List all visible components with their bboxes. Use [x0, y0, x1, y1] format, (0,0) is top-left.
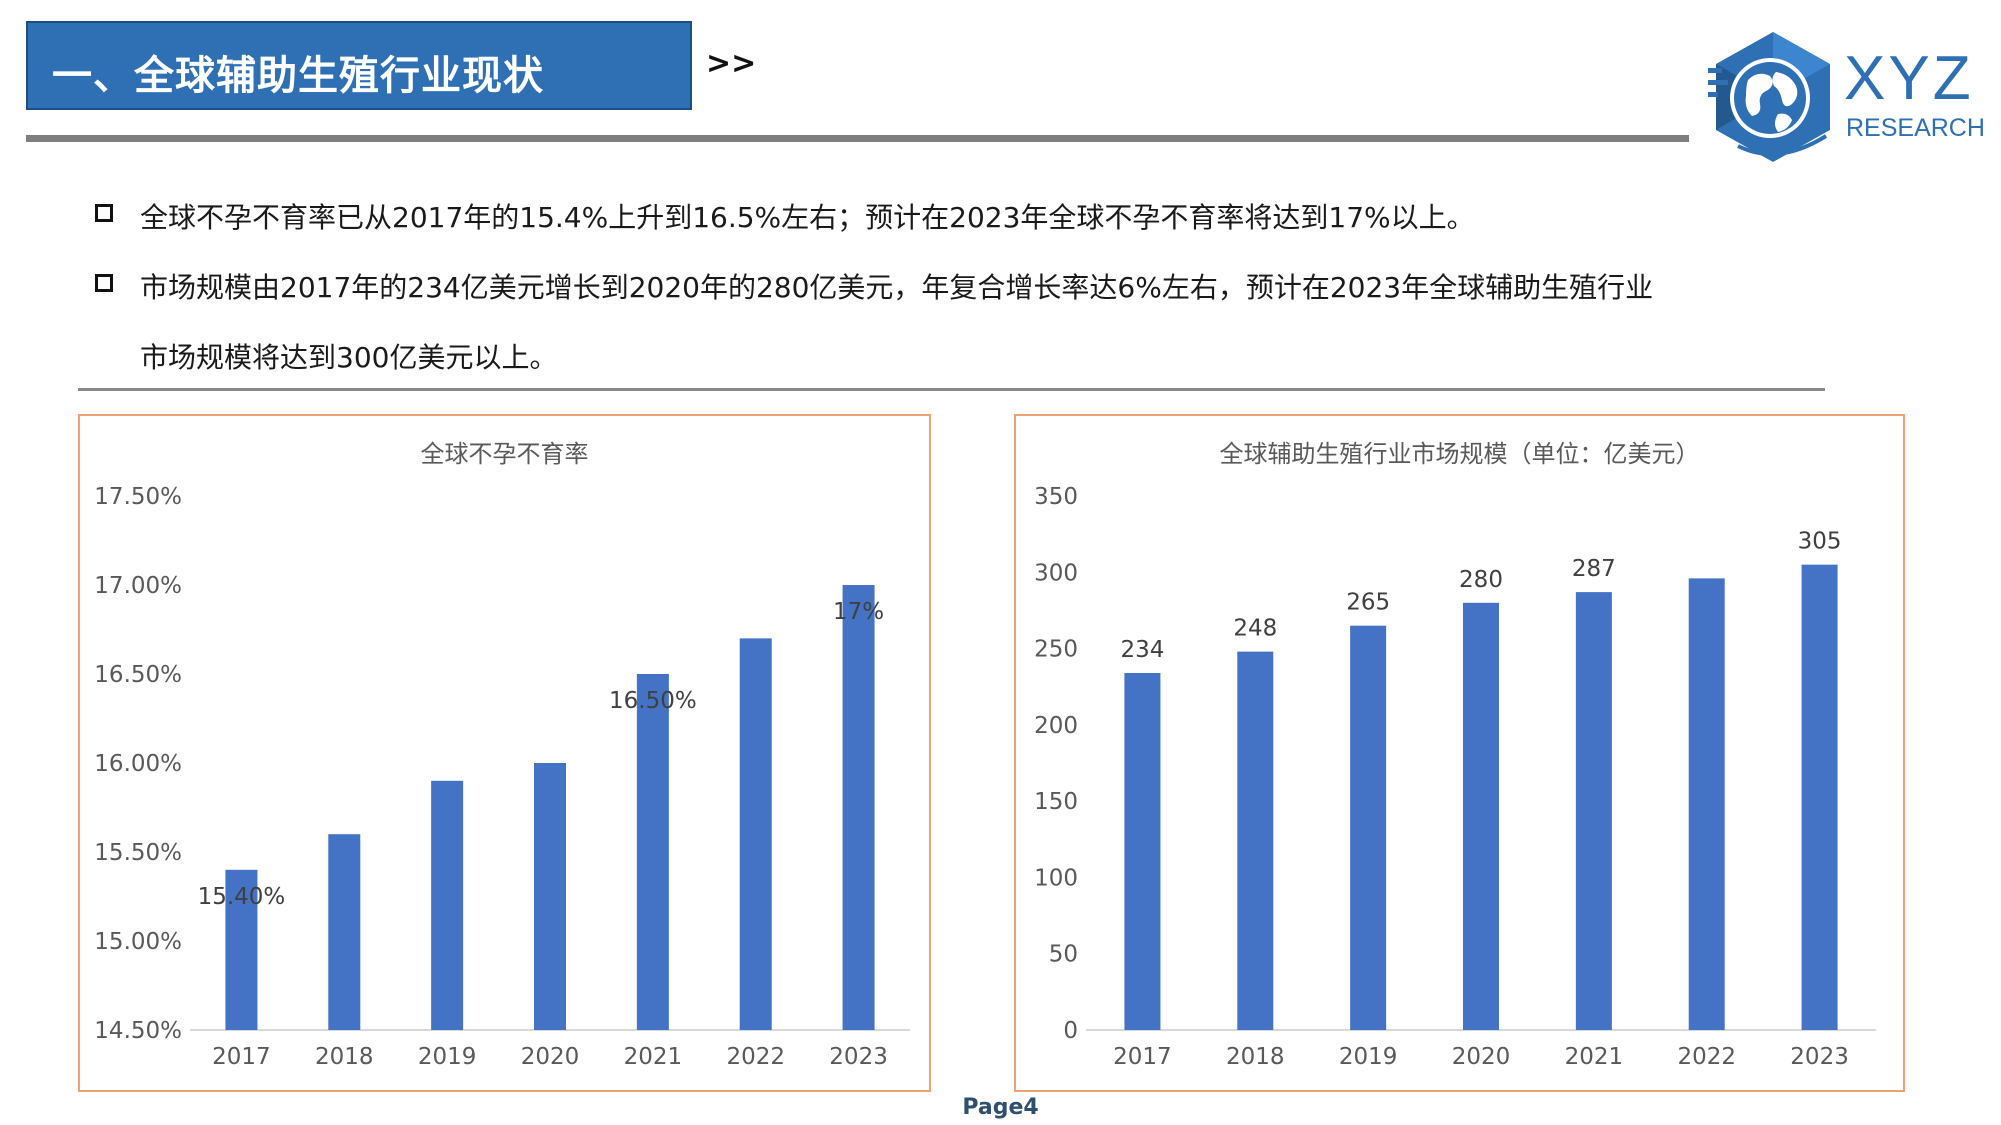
- x-tick-label: 2020: [1452, 1044, 1511, 1070]
- bar: [1124, 672, 1161, 1030]
- bar: [1575, 592, 1612, 1030]
- infertility-rate-chart: 全球不孕不育率 14.50% 15.00% 15.50% 16.00% 16.50% 17…: [78, 414, 931, 1092]
- data-label: 248: [1233, 616, 1277, 642]
- data-label: 305: [1798, 529, 1842, 555]
- bar: [1463, 602, 1499, 1030]
- x-tick-label: 2019: [418, 1044, 477, 1070]
- y-tick-label: 100: [1034, 865, 1078, 891]
- bar: [842, 585, 875, 1030]
- bar: [328, 834, 361, 1030]
- x-tick-label: 2017: [212, 1044, 271, 1070]
- y-tick-label: 350: [1034, 484, 1078, 510]
- section-title: 一、全球辅助生殖行业现状: [52, 53, 544, 99]
- y-tick-label: 16.00%: [94, 751, 182, 777]
- bar: [431, 780, 464, 1030]
- y-tick-label: 17.00%: [94, 573, 182, 599]
- x-tick-label: 2021: [1565, 1044, 1624, 1070]
- xyz-research-logo: XYZ RESEARCH: [1708, 28, 1988, 166]
- bar: [225, 869, 258, 1030]
- square-bullet-icon: [95, 204, 113, 222]
- data-label: 15.40%: [198, 884, 286, 910]
- logo-wordmark: XYZ: [1844, 44, 1974, 113]
- logo-subtitle: RESEARCH: [1846, 114, 1985, 142]
- x-tick-label: 2019: [1339, 1044, 1398, 1070]
- chart-title: 全球辅助生殖行业市场规模（单位：亿美元）: [1219, 440, 1700, 468]
- data-label: 16.50%: [609, 688, 697, 714]
- y-tick-label: 0: [1063, 1018, 1078, 1044]
- chart-title: 全球不孕不育率: [420, 440, 589, 468]
- data-label: 265: [1346, 590, 1390, 616]
- y-tick-label: 16.50%: [94, 662, 182, 688]
- y-tick-label: 15.50%: [94, 840, 182, 866]
- bar: [1237, 651, 1274, 1030]
- section-title-banner: 一、全球辅助生殖行业现状: [26, 21, 692, 110]
- x-tick-label: 2021: [624, 1044, 683, 1070]
- title-divider: [26, 135, 1689, 142]
- data-label: 280: [1459, 567, 1503, 593]
- bar: [636, 674, 669, 1030]
- bullet-text: 市场规模由2017年的234亿美元增长到2020年的280亿美元，年复合增长率达…: [140, 271, 1654, 304]
- data-label: 287: [1572, 556, 1616, 582]
- y-tick-label: 250: [1034, 637, 1078, 663]
- bar: [1350, 625, 1387, 1030]
- market-size-chart: 全球辅助生殖行业市场规模（单位：亿美元） 0 50 100 150 200 250 300 3…: [1014, 414, 1905, 1092]
- chart-plot: 14.50% 15.00% 15.50% 16.00% 16.50% 17.00% 17.5…: [94, 484, 910, 1070]
- bullet-text: 全球不孕不育率已从2017年的15.4%上升到16.5%左右；预计在2023年全…: [140, 201, 1475, 234]
- x-tick-label: 2020: [521, 1044, 580, 1070]
- content-divider: [78, 388, 1825, 391]
- y-tick-label: 200: [1034, 713, 1078, 739]
- bar: [1801, 564, 1838, 1030]
- data-label: 17%: [833, 599, 884, 625]
- y-tick-label: 17.50%: [94, 484, 182, 510]
- bullet-text-continuation: 市场规模将达到300亿美元以上。: [140, 341, 558, 374]
- bar: [534, 763, 566, 1030]
- y-tick-label: 150: [1034, 789, 1078, 815]
- page-number: Page4: [962, 1095, 1039, 1120]
- x-tick-label: 2023: [1790, 1044, 1849, 1070]
- data-label: 234: [1120, 637, 1164, 663]
- y-tick-label: 15.00%: [94, 929, 182, 955]
- globe-hexagon-icon: [1708, 32, 1830, 162]
- square-bullet-icon: [95, 274, 113, 292]
- y-tick-label: 300: [1034, 560, 1078, 586]
- x-tick-label: 2022: [1677, 1044, 1736, 1070]
- x-tick-label: 2023: [829, 1044, 888, 1070]
- bar: [1688, 578, 1725, 1030]
- x-tick-label: 2018: [315, 1044, 374, 1070]
- bar: [739, 638, 772, 1030]
- x-tick-label: 2017: [1113, 1044, 1172, 1070]
- chart-plot: 0 50 100 150 200 250 300 350 2017 234 2018 248 2019 2…: [1034, 484, 1876, 1070]
- x-tick-label: 2022: [726, 1044, 785, 1070]
- x-tick-label: 2018: [1226, 1044, 1285, 1070]
- y-tick-label: 14.50%: [94, 1018, 182, 1044]
- y-tick-label: 50: [1049, 942, 1078, 968]
- title-arrow: >>: [706, 46, 757, 81]
